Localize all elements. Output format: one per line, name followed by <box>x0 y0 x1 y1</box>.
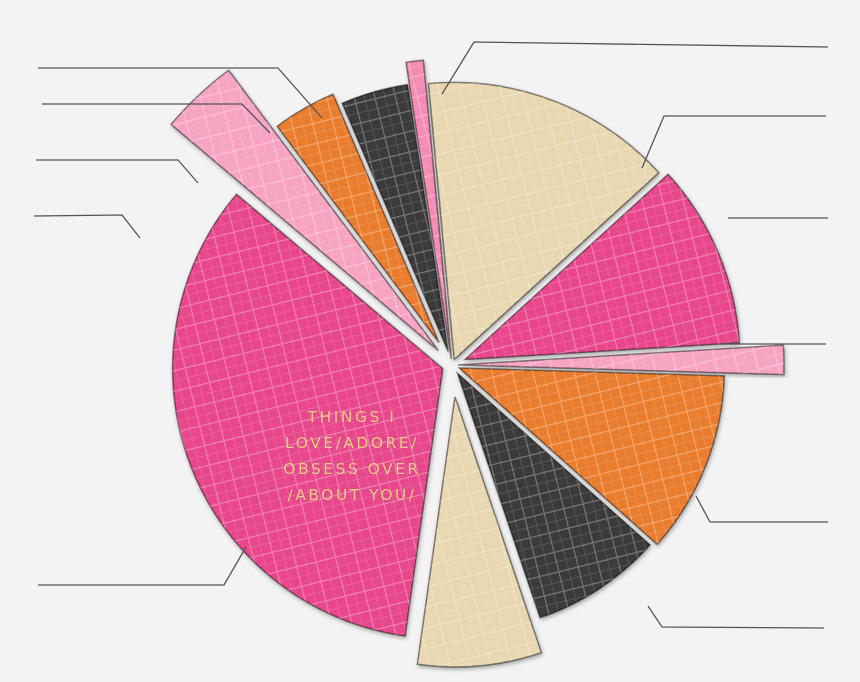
pie-slice-texture <box>464 174 740 360</box>
leader-line <box>36 159 199 184</box>
leader-line <box>38 546 247 586</box>
leader-line <box>38 67 323 119</box>
pie-slice <box>457 344 785 376</box>
leader-line <box>33 214 141 239</box>
pie-slice <box>171 193 444 637</box>
pie-slice <box>427 81 660 361</box>
leader-line <box>695 495 828 523</box>
pie-slice <box>462 173 741 361</box>
pie-slice <box>457 367 726 546</box>
chart-title: THINGS I LOVE/ADORE/ OBSESS OVER /ABOUT … <box>283 408 421 504</box>
leader-line <box>641 115 826 169</box>
pie-slice <box>416 396 543 668</box>
pie-slice <box>341 83 449 352</box>
pie-slice <box>170 69 439 351</box>
pie-slice-texture <box>406 60 452 360</box>
leader-line <box>647 605 825 629</box>
pie-slice <box>276 93 440 343</box>
pie-slice-texture <box>417 396 542 667</box>
leader-line <box>42 103 271 134</box>
pie-slice-texture <box>171 70 439 351</box>
pie-slice-texture <box>458 345 785 375</box>
pie-slice-texture <box>459 368 725 545</box>
pie-slice-texture <box>457 373 651 618</box>
pie-slice-texture <box>172 194 443 636</box>
leader-line <box>441 41 829 95</box>
pie-slice-texture <box>277 94 439 343</box>
pie-slice-texture <box>428 82 659 360</box>
pie-slice <box>455 370 652 619</box>
pie-slice <box>405 59 453 360</box>
pie-slice-texture <box>342 84 449 352</box>
